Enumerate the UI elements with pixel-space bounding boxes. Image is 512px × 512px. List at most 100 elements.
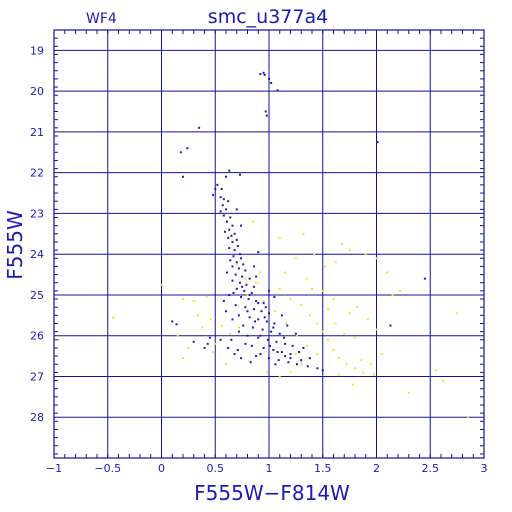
data-point [300,359,303,362]
data-point [300,363,303,366]
data-point [240,295,243,298]
data-point [278,236,281,239]
x-axis-title: F555W−F814W [194,481,350,505]
data-point [262,300,265,303]
data-point [278,375,281,378]
data-point [208,336,211,339]
data-point [423,277,426,280]
data-point [466,416,469,419]
data-point [206,342,209,345]
y-tick-label: 25 [30,289,44,302]
data-point [237,314,240,317]
data-point [222,214,225,217]
data-point [234,273,237,276]
data-point [316,353,319,356]
data-point [262,71,265,74]
data-point [341,243,344,245]
data-point [246,310,249,313]
tick-labels: −1 −0.5 0 0.5 1 1.5 2 2.5 3 19 20 21 22 23 24 25 26 27 28 [30,44,488,475]
data-point [197,314,200,317]
data-point [225,175,227,178]
data-point [220,187,223,190]
data-point [263,73,266,76]
data-point [259,73,262,76]
data-point [252,285,255,288]
data-point [240,357,243,360]
x-tick-label: 3 [481,462,488,475]
data-point [203,346,206,349]
data-point [227,200,230,203]
data-point [237,330,240,333]
data-point [291,344,294,347]
data-point [214,187,217,190]
data-point [229,259,232,262]
data-point [235,263,238,266]
data-point [266,338,269,341]
data-point [362,371,365,374]
data-point [257,336,260,339]
data-point [221,204,224,207]
data-point [321,289,324,292]
data-point [302,232,305,235]
data-point [262,346,265,349]
data-point [222,198,225,201]
y-tick-label: 22 [30,167,44,180]
data-point [219,210,222,213]
data-point [354,336,356,339]
data-point [257,318,260,321]
data-point [274,363,277,366]
data-point [230,338,233,341]
data-point [265,371,268,374]
data-point [212,351,215,354]
data-point [316,322,319,325]
data-point [268,357,270,360]
data-point [192,340,195,343]
data-point [235,287,238,290]
data-point [294,257,297,260]
data-point [308,314,311,317]
data-point [187,346,190,349]
data-point [225,363,227,366]
data-point [287,361,290,364]
data-point [268,312,270,315]
x-tick-label: 0.5 [207,462,225,475]
data-point [442,379,445,382]
data-point [284,355,287,358]
data-point [236,348,239,351]
data-points [58,71,469,419]
data-point [231,265,234,268]
data-point [228,228,231,231]
data-point [265,320,268,323]
data-point [364,253,367,256]
y-tick-label: 20 [30,85,44,98]
data-point [305,344,308,347]
data-point [343,332,346,335]
data-point [276,89,279,92]
data-point [182,357,184,360]
data-point [283,336,286,339]
data-point [275,340,278,343]
y-tick-label: 26 [30,330,44,343]
data-point [228,247,231,250]
data-point [351,383,354,386]
data-point [313,253,316,256]
data-point [227,236,230,239]
data-point [255,300,258,303]
data-point [407,391,410,394]
data-point [240,224,243,227]
data-point [243,289,246,292]
data-point [278,287,281,290]
data-point [244,269,247,272]
data-point [295,363,298,366]
y-tick-label: 28 [30,411,44,424]
data-point [226,271,229,274]
data-point [212,194,215,197]
data-point [257,302,260,305]
data-point [238,281,241,284]
data-point [251,220,254,223]
data-point [321,369,324,372]
data-point [327,308,330,311]
data-point [356,306,359,309]
x-tick-label: 1.5 [314,462,332,475]
data-point [234,304,237,307]
